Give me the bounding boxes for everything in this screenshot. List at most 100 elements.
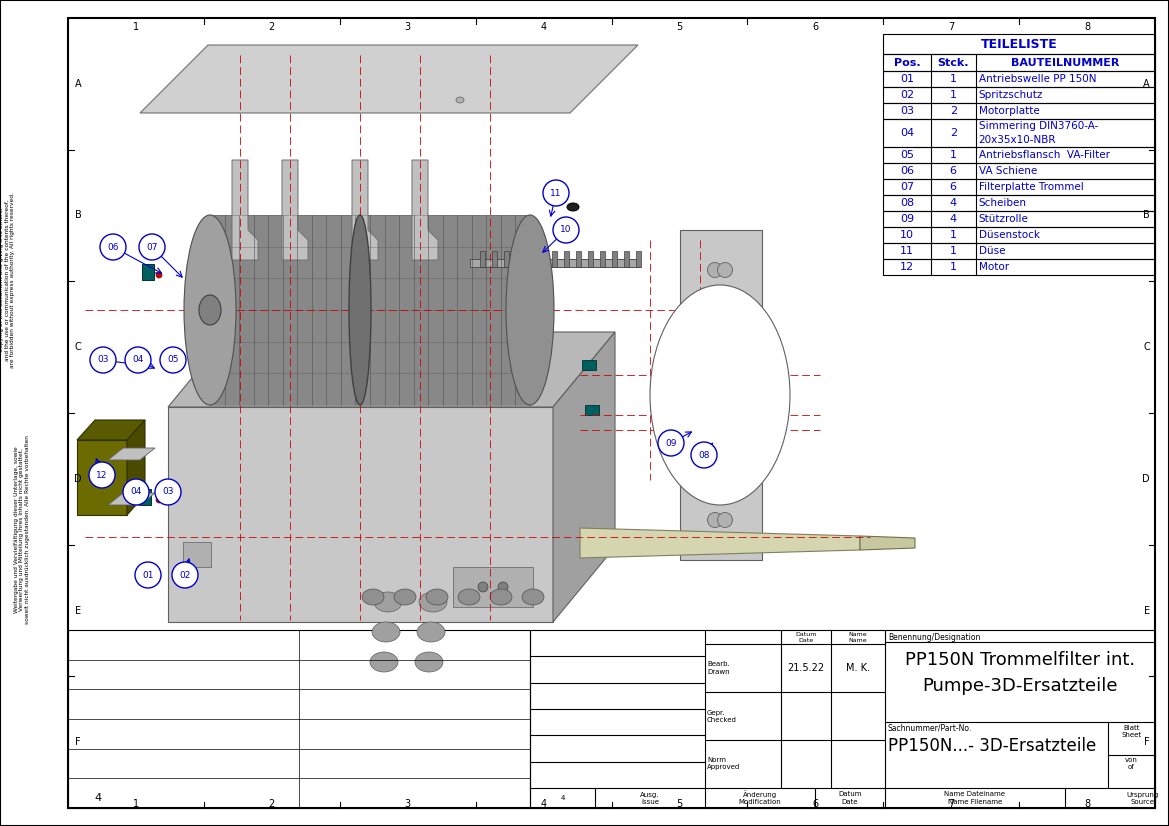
Text: Benennung/Designation: Benennung/Designation <box>888 633 981 642</box>
Bar <box>884 195 1155 211</box>
Text: 4: 4 <box>949 198 956 208</box>
Circle shape <box>125 347 151 373</box>
Bar <box>582 360 596 370</box>
Text: 2: 2 <box>949 128 956 138</box>
Text: PP150N Trommelfilter int.: PP150N Trommelfilter int. <box>905 651 1135 669</box>
Text: 06: 06 <box>900 166 914 176</box>
Bar <box>139 489 151 505</box>
Ellipse shape <box>419 592 447 612</box>
Text: A: A <box>75 78 82 89</box>
Text: 5: 5 <box>677 22 683 32</box>
Text: 10: 10 <box>560 225 572 235</box>
Text: B: B <box>1143 211 1150 221</box>
Bar <box>884 54 1155 71</box>
Bar <box>884 163 1155 179</box>
Text: Düse: Düse <box>978 246 1005 256</box>
Bar <box>480 251 485 267</box>
Ellipse shape <box>374 592 402 612</box>
Text: Gepr.
Checked: Gepr. Checked <box>707 710 736 723</box>
Bar <box>884 103 1155 119</box>
Ellipse shape <box>417 622 445 642</box>
Bar <box>692 425 706 435</box>
Ellipse shape <box>155 272 162 278</box>
Ellipse shape <box>506 215 554 405</box>
Text: 11: 11 <box>900 246 914 256</box>
Bar <box>636 251 641 267</box>
Polygon shape <box>282 160 307 260</box>
Text: 21.5.22: 21.5.22 <box>787 663 824 673</box>
Text: 2: 2 <box>269 799 275 809</box>
Text: 02: 02 <box>179 571 191 580</box>
Text: 4: 4 <box>540 799 547 809</box>
Text: 01: 01 <box>900 74 914 84</box>
Circle shape <box>553 217 579 243</box>
Text: 4: 4 <box>540 22 547 32</box>
Bar <box>68 630 530 808</box>
Ellipse shape <box>415 652 443 672</box>
Text: D: D <box>1142 474 1150 484</box>
Text: 05: 05 <box>900 150 914 160</box>
Text: 4: 4 <box>949 214 956 224</box>
Text: C: C <box>75 342 82 352</box>
Polygon shape <box>580 528 860 558</box>
Text: PP150N...- 3D-Ersatzteile: PP150N...- 3D-Ersatzteile <box>888 737 1097 755</box>
Text: Antriebsflansch  VA-Filter: Antriebsflansch VA-Filter <box>978 150 1109 160</box>
Ellipse shape <box>490 589 512 605</box>
Ellipse shape <box>650 285 790 505</box>
Circle shape <box>89 462 115 488</box>
Text: C: C <box>1143 342 1150 352</box>
Text: Düsenstock: Düsenstock <box>978 230 1039 240</box>
Ellipse shape <box>199 295 221 325</box>
Text: Pumpe-3D-Ersatzteile: Pumpe-3D-Ersatzteile <box>922 677 1118 695</box>
Text: 3: 3 <box>404 22 410 32</box>
Text: 03: 03 <box>900 106 914 116</box>
Text: 03: 03 <box>97 355 109 364</box>
Text: E: E <box>75 605 81 615</box>
Bar <box>552 251 556 267</box>
Text: Blatt
Sheet: Blatt Sheet <box>1121 724 1142 738</box>
Text: 01: 01 <box>143 571 154 580</box>
Text: 1: 1 <box>949 90 956 100</box>
Text: Stützrolle: Stützrolle <box>978 214 1029 224</box>
Text: A: A <box>1143 78 1150 89</box>
Text: Motor: Motor <box>978 262 1009 272</box>
Circle shape <box>134 562 161 588</box>
Text: 4: 4 <box>95 793 102 803</box>
Bar <box>470 259 639 267</box>
Text: 11: 11 <box>551 188 562 197</box>
Text: VA Schiene: VA Schiene <box>978 166 1037 176</box>
Text: Datum
Date: Datum Date <box>795 632 816 643</box>
Text: 1: 1 <box>949 246 956 256</box>
Bar <box>576 251 581 267</box>
Text: B: B <box>75 211 82 221</box>
Text: D: D <box>74 474 82 484</box>
Ellipse shape <box>718 512 733 528</box>
Polygon shape <box>231 160 258 260</box>
Text: 20x35x10-NBR: 20x35x10-NBR <box>978 135 1056 145</box>
Bar <box>530 630 1155 808</box>
Text: 6: 6 <box>949 182 956 192</box>
Bar <box>884 179 1155 195</box>
Text: 10: 10 <box>900 230 914 240</box>
Polygon shape <box>553 332 615 622</box>
Ellipse shape <box>523 589 544 605</box>
Text: 7: 7 <box>948 22 954 32</box>
Text: Scheiben: Scheiben <box>978 198 1026 208</box>
Bar <box>884 211 1155 227</box>
Ellipse shape <box>372 622 400 642</box>
Ellipse shape <box>458 589 480 605</box>
Circle shape <box>658 430 684 456</box>
Bar <box>884 71 1155 87</box>
Ellipse shape <box>456 97 464 103</box>
Text: E: E <box>1144 605 1150 615</box>
Text: 04: 04 <box>900 128 914 138</box>
Bar <box>184 542 210 567</box>
Bar <box>884 34 1155 54</box>
Text: 04: 04 <box>132 355 144 364</box>
Circle shape <box>101 234 126 260</box>
Ellipse shape <box>707 512 722 528</box>
Ellipse shape <box>184 215 236 405</box>
Polygon shape <box>140 45 638 113</box>
Text: 1: 1 <box>949 230 956 240</box>
Circle shape <box>691 442 717 468</box>
